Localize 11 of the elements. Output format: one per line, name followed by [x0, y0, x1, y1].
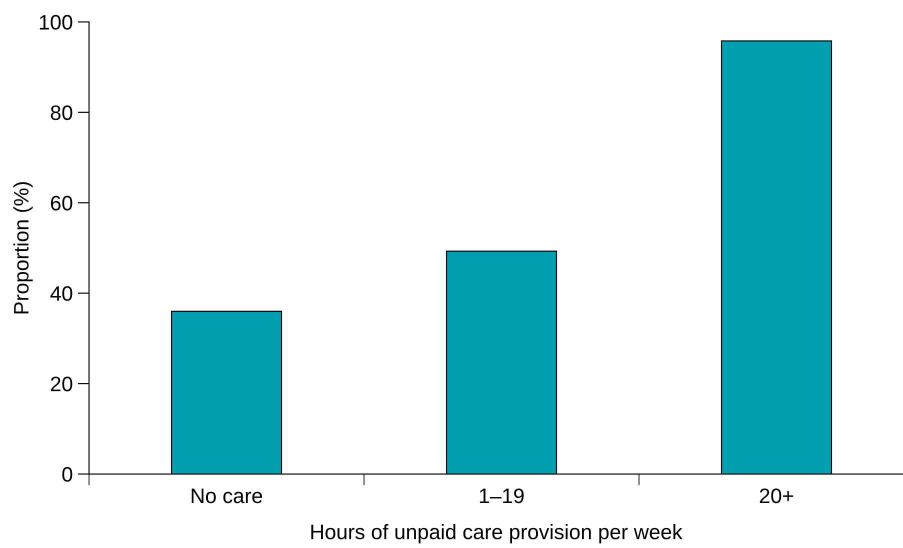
y-tick-label: 80: [50, 105, 72, 120]
y-tick-label: 0: [62, 467, 72, 482]
y-tick-label: 40: [50, 286, 72, 301]
x-tick-label: 20+: [760, 488, 794, 504]
y-tick-label: 60: [50, 196, 72, 211]
x-tick-label: No care: [192, 488, 262, 504]
x-tick-label: 1–19: [480, 488, 524, 504]
x-axis-title: Hours of unpaid care provision per week: [311, 524, 682, 544]
y-tick-label: 100: [40, 14, 72, 30]
y-axis-title: Proportion (%): [13, 182, 33, 314]
y-tick-label: 20: [50, 376, 72, 392]
